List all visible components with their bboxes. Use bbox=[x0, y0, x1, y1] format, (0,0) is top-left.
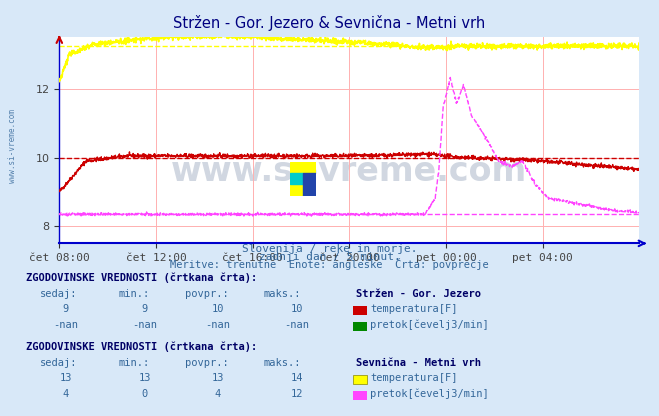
Bar bbox=[303, 162, 316, 173]
Text: -nan: -nan bbox=[53, 320, 78, 330]
Text: temperatura[F]: temperatura[F] bbox=[370, 374, 458, 384]
Text: zadnji dan / 5 minut.: zadnji dan / 5 minut. bbox=[258, 252, 401, 262]
Text: 10: 10 bbox=[212, 305, 223, 314]
Text: 9: 9 bbox=[63, 305, 69, 314]
Text: pretok[čevelj3/min]: pretok[čevelj3/min] bbox=[370, 320, 489, 330]
Text: Sevnična - Metni vrh: Sevnična - Metni vrh bbox=[356, 358, 481, 368]
Text: -nan: -nan bbox=[132, 320, 158, 330]
Bar bbox=[290, 162, 303, 196]
Text: povpr.:: povpr.: bbox=[185, 358, 228, 368]
Text: 9: 9 bbox=[142, 305, 148, 314]
Text: temperatura[F]: temperatura[F] bbox=[370, 305, 458, 314]
Text: sedaj:: sedaj: bbox=[40, 358, 77, 368]
Text: -nan: -nan bbox=[284, 320, 309, 330]
Text: Slovenija / reke in morje.: Slovenija / reke in morje. bbox=[242, 244, 417, 254]
Text: 13: 13 bbox=[60, 374, 72, 384]
Text: 4: 4 bbox=[63, 389, 69, 399]
Text: www.si-vreme.com: www.si-vreme.com bbox=[171, 155, 527, 188]
Text: povpr.:: povpr.: bbox=[185, 289, 228, 299]
Text: 10: 10 bbox=[291, 305, 302, 314]
Text: 0: 0 bbox=[142, 389, 148, 399]
Text: sedaj:: sedaj: bbox=[40, 289, 77, 299]
Text: min.:: min.: bbox=[119, 358, 150, 368]
Text: Stržen - Gor. Jezero: Stržen - Gor. Jezero bbox=[356, 289, 481, 299]
Text: -nan: -nan bbox=[205, 320, 230, 330]
Text: pretok[čevelj3/min]: pretok[čevelj3/min] bbox=[370, 389, 489, 399]
Text: www.si-vreme.com: www.si-vreme.com bbox=[8, 109, 17, 183]
Text: ZGODOVINSKE VREDNOSTI (črtkana črta):: ZGODOVINSKE VREDNOSTI (črtkana črta): bbox=[26, 342, 258, 352]
Text: 13: 13 bbox=[212, 374, 223, 384]
Text: 4: 4 bbox=[214, 389, 221, 399]
Text: 12: 12 bbox=[291, 389, 302, 399]
Text: maks.:: maks.: bbox=[264, 289, 301, 299]
Text: ZGODOVINSKE VREDNOSTI (črtkana črta):: ZGODOVINSKE VREDNOSTI (črtkana črta): bbox=[26, 272, 258, 283]
Text: 14: 14 bbox=[291, 374, 302, 384]
Text: 13: 13 bbox=[139, 374, 151, 384]
Text: Stržen - Gor. Jezero & Sevnična - Metni vrh: Stržen - Gor. Jezero & Sevnična - Metni … bbox=[173, 15, 486, 30]
Text: Meritve: trenutne  Enote: angleške  Črta: povprečje: Meritve: trenutne Enote: angleške Črta: … bbox=[170, 258, 489, 270]
Text: maks.:: maks.: bbox=[264, 358, 301, 368]
Text: min.:: min.: bbox=[119, 289, 150, 299]
Bar bbox=[290, 173, 303, 184]
Bar bbox=[303, 173, 316, 196]
